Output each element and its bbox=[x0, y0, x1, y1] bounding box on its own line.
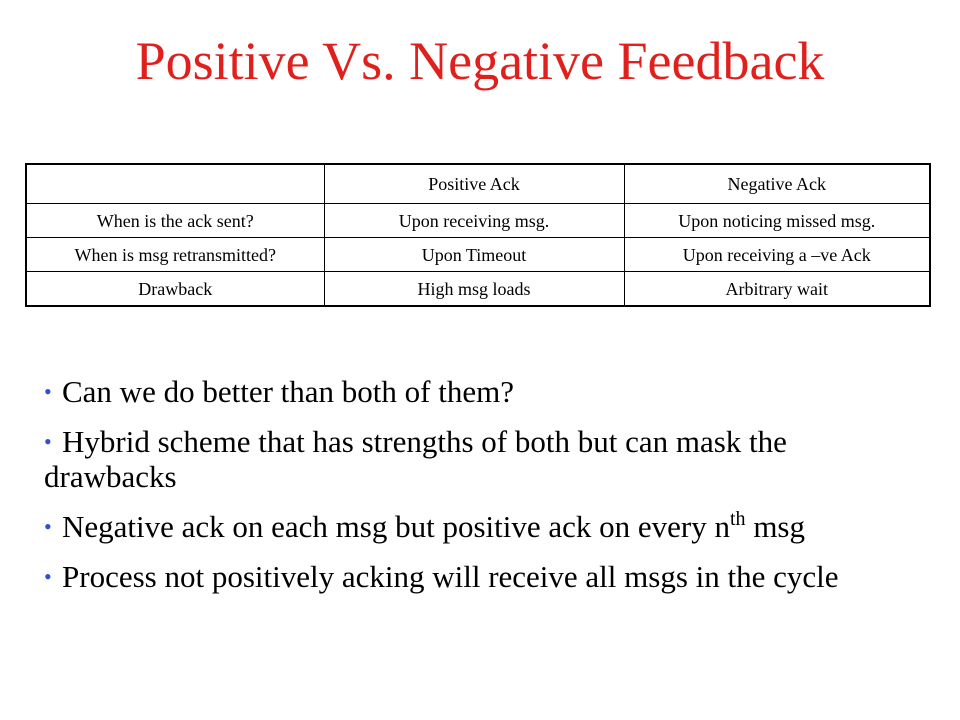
table-row-label: Drawback bbox=[25, 271, 325, 307]
bullet-item: • Can we do better than both of them? bbox=[44, 374, 924, 409]
table-cell: Arbitrary wait bbox=[623, 271, 931, 307]
table-row: When is the ack sent? Upon receiving msg… bbox=[25, 203, 931, 238]
bullet-text: Can we do better than both of them? bbox=[62, 374, 514, 409]
table-row-label: When is the ack sent? bbox=[25, 203, 325, 238]
table-row: Drawback High msg loads Arbitrary wait bbox=[25, 271, 931, 307]
bullet-dot-icon: • bbox=[44, 379, 52, 404]
bullet-superscript: th bbox=[730, 508, 746, 530]
table-row: When is msg retransmitted? Upon Timeout … bbox=[25, 237, 931, 272]
bullet-item: • Process not positively acking will rece… bbox=[44, 559, 924, 594]
bullet-dot-icon: • bbox=[44, 429, 52, 454]
table-cell: Upon receiving msg. bbox=[323, 203, 625, 238]
bullet-item: • Hybrid scheme that has strengths of bot… bbox=[44, 424, 924, 494]
table-header-row: Positive Ack Negative Ack bbox=[25, 163, 931, 204]
table-cell: Upon noticing missed msg. bbox=[623, 203, 931, 238]
table-cell: Upon Timeout bbox=[323, 237, 625, 272]
bullet-dot-icon: • bbox=[44, 564, 52, 589]
slide-title: Positive Vs. Negative Feedback bbox=[135, 31, 825, 91]
table-row-label: When is msg retransmitted? bbox=[25, 237, 325, 272]
table-cell: Upon receiving a –ve Ack bbox=[623, 237, 931, 272]
bullet-list: • Can we do better than both of them? • Hy… bbox=[44, 374, 924, 609]
table-cell: High msg loads bbox=[323, 271, 625, 307]
table-header-negative-ack: Negative Ack bbox=[623, 163, 931, 204]
bullet-text: Negative ack on each msg but positive ac… bbox=[62, 509, 730, 544]
comparison-table: Positive Ack Negative Ack When is the ac… bbox=[25, 163, 931, 307]
table-header-positive-ack: Positive Ack bbox=[323, 163, 625, 204]
bullet-text-tail: msg bbox=[745, 509, 805, 544]
bullet-item: • Negative ack on each msg but positive a… bbox=[44, 509, 924, 544]
bullet-text: Hybrid scheme that has strengths of both… bbox=[44, 424, 787, 494]
bullet-text: Process not positively acking will recei… bbox=[62, 559, 839, 594]
table-header-cell-empty bbox=[25, 163, 325, 204]
bullet-dot-icon: • bbox=[44, 514, 52, 539]
